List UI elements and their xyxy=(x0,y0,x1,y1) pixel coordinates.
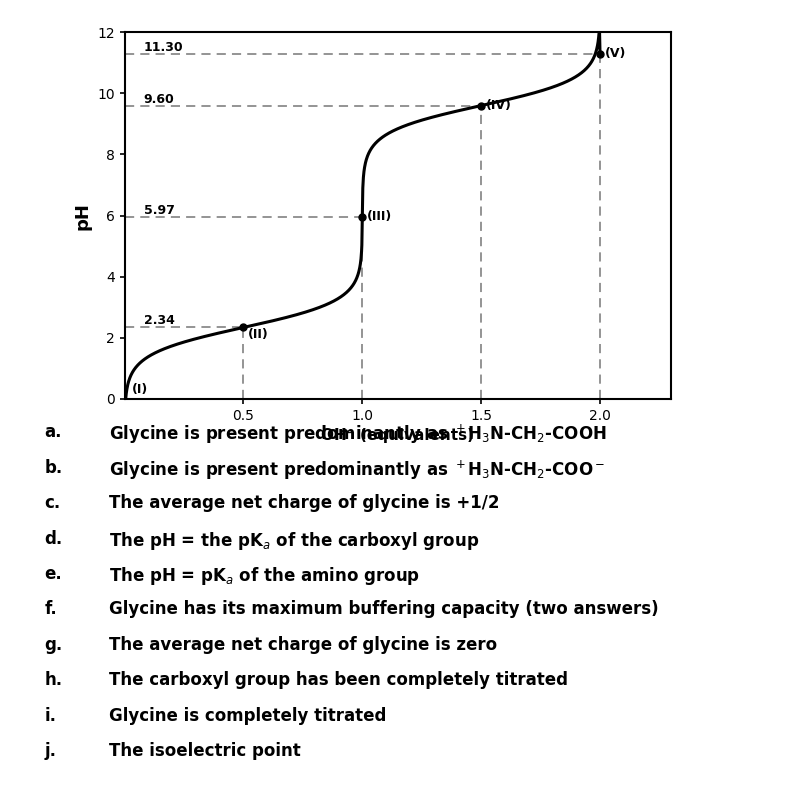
Text: Glycine has its maximum buffering capacity (two answers): Glycine has its maximum buffering capaci… xyxy=(108,600,658,618)
Text: (I): (I) xyxy=(132,384,148,397)
Text: Glycine is present predominantly as $^+$H$_3$N-CH$_2$-COO$^-$: Glycine is present predominantly as $^+$… xyxy=(108,459,604,482)
Text: (V): (V) xyxy=(604,47,626,60)
Text: 9.60: 9.60 xyxy=(144,93,174,106)
Text: The isoelectric point: The isoelectric point xyxy=(108,742,300,760)
Text: 2.34: 2.34 xyxy=(144,314,174,327)
Text: e.: e. xyxy=(44,565,62,583)
Text: The average net charge of glycine is zero: The average net charge of glycine is zer… xyxy=(108,636,496,654)
Text: Glycine is present predominantly as $^+$H$_3$N-CH$_2$-COOH: Glycine is present predominantly as $^+$… xyxy=(108,423,605,447)
Text: The pH = pK$_a$ of the amino group: The pH = pK$_a$ of the amino group xyxy=(108,565,419,587)
Text: (II): (II) xyxy=(248,328,269,341)
Text: d.: d. xyxy=(44,530,63,547)
Text: The carboxyl group has been completely titrated: The carboxyl group has been completely t… xyxy=(108,671,567,689)
Text: h.: h. xyxy=(44,671,63,689)
Text: g.: g. xyxy=(44,636,63,654)
Y-axis label: pH: pH xyxy=(74,202,92,230)
Text: f.: f. xyxy=(44,600,57,618)
Text: a.: a. xyxy=(44,423,62,441)
Text: j.: j. xyxy=(44,742,56,760)
X-axis label: OH⁻ (equivalents): OH⁻ (equivalents) xyxy=(321,428,474,443)
Text: b.: b. xyxy=(44,459,63,476)
Text: c.: c. xyxy=(44,494,60,512)
Text: i.: i. xyxy=(44,707,56,725)
Text: 5.97: 5.97 xyxy=(144,204,174,217)
Text: The pH = the pK$_a$ of the carboxyl group: The pH = the pK$_a$ of the carboxyl grou… xyxy=(108,530,478,551)
Text: The average net charge of glycine is +1/2: The average net charge of glycine is +1/… xyxy=(108,494,499,512)
Text: 11.30: 11.30 xyxy=(144,40,183,54)
Text: (IV): (IV) xyxy=(485,99,512,112)
Text: Glycine is completely titrated: Glycine is completely titrated xyxy=(108,707,385,725)
Text: (III): (III) xyxy=(367,210,392,223)
